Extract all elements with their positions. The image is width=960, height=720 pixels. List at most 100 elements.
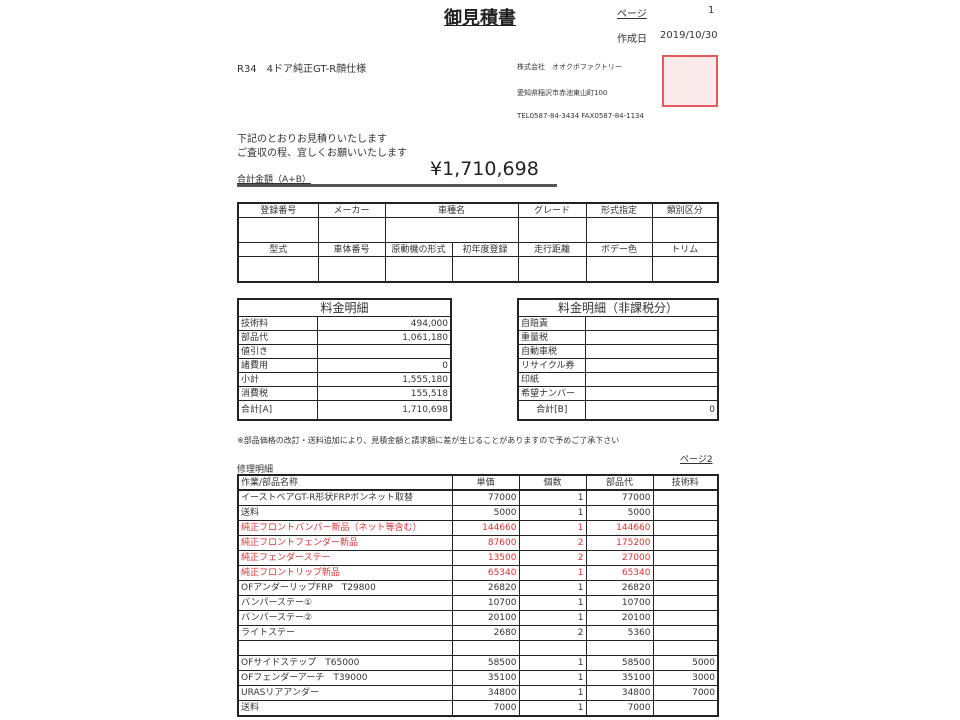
repair-tech bbox=[652, 565, 719, 581]
repair-row bbox=[237, 640, 719, 656]
repair-header: 部品代 bbox=[585, 474, 654, 491]
repair-price: 58500 bbox=[451, 655, 520, 671]
fee-row: 消費税 155,518 bbox=[237, 386, 452, 401]
page2-link[interactable]: ページ2 bbox=[680, 455, 713, 465]
fee-label: 部品代 bbox=[237, 330, 318, 345]
company-name: 株式会社 オオクボファクトリー bbox=[517, 63, 622, 71]
vehicle-header: 型式 bbox=[237, 242, 319, 257]
repair-tech bbox=[652, 610, 719, 626]
greeting-line-2: ご査収の程、宜しくお願いいたします bbox=[237, 148, 407, 159]
repair-name: 送料 bbox=[237, 700, 453, 717]
repair-row: バンパーステー② 20100 1 20100 bbox=[237, 610, 719, 626]
vehicle-header: メーカー bbox=[317, 202, 386, 218]
fee-value: 1,555,180 bbox=[316, 372, 452, 387]
repair-price: 2680 bbox=[451, 625, 520, 641]
document-title: 御見積書 bbox=[444, 8, 516, 29]
repair-price: 144660 bbox=[451, 520, 520, 536]
repair-header: 技術料 bbox=[652, 474, 719, 491]
repair-tech bbox=[652, 535, 719, 551]
repair-table: 作業/部品名称 単価 個数 部品代 技術料 イーストベアGT-R形状FRPボンネット取替… bbox=[237, 474, 719, 717]
nontax-label: リサイクル券 bbox=[517, 358, 586, 373]
repair-qty: 1 bbox=[518, 670, 587, 686]
repair-parts: 175200 bbox=[585, 535, 654, 551]
repair-name: OFアンダーリップFRP T29800 bbox=[237, 580, 453, 596]
price-note: ※部品価格の改訂・送料追加により、見積金額と請求額に差が生じることがありますので… bbox=[237, 436, 620, 445]
nontax-table: 料金明細（非課税分） 自賠責 重量税 自動車税 リサイクル券 印紙 希望ナンバー 合計[B]… bbox=[517, 298, 720, 421]
total-underline bbox=[237, 184, 557, 187]
fee-value: 1,061,180 bbox=[316, 330, 452, 345]
fee-total-row: 合計[A] 1,710,698 bbox=[237, 400, 452, 421]
date-label: 作成日 bbox=[617, 34, 647, 45]
repair-price bbox=[451, 640, 520, 656]
repair-tech: 7000 bbox=[652, 685, 719, 701]
repair-name: OFサイドステップ T65000 bbox=[237, 655, 453, 671]
fee-total-label: 合計[A] bbox=[237, 400, 318, 421]
fees-title: 料金明細 bbox=[237, 298, 452, 317]
vehicle-header: トリム bbox=[651, 242, 719, 257]
repair-qty: 1 bbox=[518, 655, 587, 671]
fee-label: 消費税 bbox=[237, 386, 318, 401]
repair-name: バンパーステー① bbox=[237, 595, 453, 611]
repair-qty: 1 bbox=[518, 595, 587, 611]
repair-tech bbox=[652, 505, 719, 521]
repair-row: OFサイドステップ T65000 58500 1 58500 5000 bbox=[237, 655, 719, 671]
repair-parts: 144660 bbox=[585, 520, 654, 536]
repair-parts: 34800 bbox=[585, 685, 654, 701]
repair-price: 87600 bbox=[451, 535, 520, 551]
repair-tech bbox=[652, 520, 719, 536]
repair-name: イーストベアGT-R形状FRPボンネット取替 bbox=[237, 489, 453, 506]
repair-tech bbox=[652, 595, 719, 611]
repair-qty: 1 bbox=[518, 489, 587, 506]
company-tel: TEL0587-84-3434 FAX0587-84-1134 bbox=[517, 112, 644, 120]
repair-name: 送料 bbox=[237, 505, 453, 521]
nontax-row: 自動車税 bbox=[517, 344, 719, 359]
repair-price: 20100 bbox=[451, 610, 520, 626]
repair-row: 送料 7000 1 7000 bbox=[237, 700, 719, 717]
nontax-row: リサイクル券 bbox=[517, 358, 719, 373]
repair-price: 26820 bbox=[451, 580, 520, 596]
fee-row: 小計 1,555,180 bbox=[237, 372, 452, 387]
repair-row: OFフェンダーアーチ T39000 35100 1 35100 3000 bbox=[237, 670, 719, 686]
repair-qty bbox=[518, 640, 587, 656]
nontax-row: 印紙 bbox=[517, 372, 719, 387]
repair-parts: 27000 bbox=[585, 550, 654, 566]
repair-tech bbox=[652, 550, 719, 566]
repair-qty: 1 bbox=[518, 610, 587, 626]
repair-parts: 35100 bbox=[585, 670, 654, 686]
repair-header: 個数 bbox=[518, 474, 587, 491]
repair-price: 35100 bbox=[451, 670, 520, 686]
repair-row: 送料 5000 1 5000 bbox=[237, 505, 719, 521]
repair-qty: 2 bbox=[518, 550, 587, 566]
fee-label: 小計 bbox=[237, 372, 318, 387]
repair-name: バンパーステー② bbox=[237, 610, 453, 626]
fee-value bbox=[316, 344, 452, 359]
nontax-row: 自賠責 bbox=[517, 316, 719, 331]
nontax-row: 重量税 bbox=[517, 330, 719, 345]
repair-name: OFフェンダーアーチ T39000 bbox=[237, 670, 453, 686]
repair-tech bbox=[652, 489, 719, 506]
fees-table: 料金明細 技術料 494,000 部品代 1,061,180 値引き 諸費用 0 小計 1,55… bbox=[237, 298, 453, 421]
repair-row: ライトステー 2680 2 5360 bbox=[237, 625, 719, 641]
repair-row: URASリアアンダー 34800 1 34800 7000 bbox=[237, 685, 719, 701]
fee-row: 技術料 494,000 bbox=[237, 316, 452, 331]
repair-tech bbox=[652, 640, 719, 656]
fee-value: 155,518 bbox=[316, 386, 452, 401]
repair-tech bbox=[652, 625, 719, 641]
vehicle-header: 走行距離 bbox=[517, 242, 587, 257]
vehicle-header: 初年度登録 bbox=[451, 242, 519, 257]
repair-parts: 5000 bbox=[585, 505, 654, 521]
repair-header: 作業/部品名称 bbox=[237, 474, 453, 491]
subject: R34 4ドア純正GT-R顔仕様 bbox=[237, 64, 367, 75]
repair-parts: 58500 bbox=[585, 655, 654, 671]
nontax-row: 希望ナンバー bbox=[517, 386, 719, 401]
page-label: ページ bbox=[617, 9, 647, 20]
repair-name: ライトステー bbox=[237, 625, 453, 641]
fee-row: 部品代 1,061,180 bbox=[237, 330, 452, 345]
repair-qty: 1 bbox=[518, 700, 587, 717]
repair-qty: 1 bbox=[518, 520, 587, 536]
repair-name: 純正フロントリップ新品 bbox=[237, 565, 453, 581]
repair-name: 純正フロントフェンダー新品 bbox=[237, 535, 453, 551]
repair-price: 5000 bbox=[451, 505, 520, 521]
vehicle-header: グレード bbox=[517, 202, 587, 218]
repair-parts: 77000 bbox=[585, 489, 654, 506]
